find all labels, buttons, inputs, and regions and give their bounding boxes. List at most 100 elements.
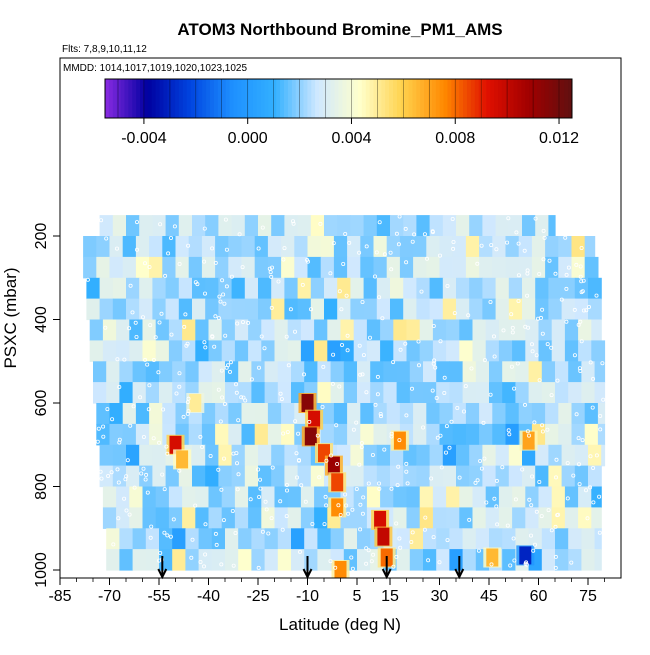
- heatmap-cell: [376, 465, 391, 488]
- colorbar-tick-label: 0.004: [331, 130, 371, 147]
- heatmap-cell: [419, 486, 434, 508]
- hotspot-cell: [522, 431, 535, 450]
- heatmap-cell: [459, 507, 474, 529]
- data-point: [578, 264, 583, 269]
- heatmap-cell: [333, 403, 348, 425]
- data-point: [174, 391, 179, 396]
- data-point: [324, 503, 329, 508]
- data-point: [331, 352, 336, 357]
- heatmap-cell: [208, 319, 223, 341]
- heatmap-cell: [251, 361, 266, 383]
- heatmap-cell: [541, 549, 556, 571]
- data-point: [488, 299, 493, 304]
- heatmap-cell: [102, 507, 117, 529]
- colorbar-segment: [155, 79, 160, 118]
- data-point: [290, 219, 295, 224]
- data-point: [140, 315, 145, 320]
- data-point: [530, 474, 535, 479]
- data-point: [576, 322, 581, 327]
- data-point: [339, 307, 344, 312]
- data-point: [357, 343, 362, 348]
- hotspot-cell: [169, 435, 182, 454]
- data-point: [122, 496, 127, 501]
- heatmap-cell: [139, 215, 153, 237]
- data-point: [115, 246, 120, 251]
- data-point: [403, 341, 408, 346]
- heatmap-cell: [274, 340, 289, 362]
- data-point: [303, 499, 308, 504]
- colorbar-segment: [315, 79, 320, 118]
- heatmap-cell: [218, 465, 233, 488]
- heatmap-cell: [535, 298, 549, 321]
- data-point: [394, 231, 399, 236]
- colorbar-segment: [280, 79, 285, 118]
- heatmap-cell: [574, 444, 589, 467]
- heatmap-cell: [129, 507, 144, 529]
- heatmap-cells: [83, 215, 606, 571]
- x-tick-label: 5: [353, 588, 362, 605]
- heatmap-cell: [297, 277, 312, 300]
- heatmap-cell: [403, 465, 417, 488]
- data-point: [158, 222, 163, 227]
- heatmap-cell: [347, 256, 361, 279]
- heatmap-cell: [492, 236, 507, 258]
- heatmap-cell: [485, 486, 500, 508]
- colorbar-segment: [501, 79, 507, 118]
- data-point: [143, 357, 148, 362]
- data-point: [95, 439, 100, 444]
- heatmap-cell: [558, 423, 573, 446]
- data-point: [101, 434, 106, 439]
- colorbar-segment: [124, 79, 129, 118]
- heatmap-cell: [198, 528, 213, 550]
- data-point: [337, 289, 342, 294]
- data-point: [416, 339, 421, 344]
- heatmap-cell: [155, 340, 170, 362]
- data-point: [330, 381, 335, 386]
- data-point: [117, 384, 122, 389]
- x-tick-label: -55: [147, 588, 170, 605]
- heatmap-cell: [333, 423, 348, 446]
- data-point: [366, 481, 371, 486]
- heatmap-cell: [380, 319, 394, 341]
- data-point: [221, 456, 226, 461]
- data-point: [257, 477, 262, 482]
- data-point: [284, 514, 289, 519]
- colorbar-segment: [447, 79, 452, 118]
- heatmap-cell: [112, 298, 127, 321]
- heatmap-cell: [300, 486, 315, 508]
- heatmap-cell: [277, 382, 292, 404]
- heatmap-cell: [555, 528, 569, 550]
- heatmap-cell: [439, 423, 454, 446]
- colorbar-segment: [400, 79, 406, 118]
- heatmap-cell: [333, 236, 348, 258]
- colorbar-segment: [342, 79, 347, 118]
- data-point: [318, 221, 323, 226]
- data-point: [257, 494, 262, 499]
- data-point: [105, 407, 110, 412]
- data-point: [398, 545, 403, 550]
- heatmap-cell: [578, 340, 592, 362]
- colorbar-segment: [513, 79, 519, 118]
- data-point: [547, 258, 552, 263]
- data-point: [374, 250, 379, 255]
- data-point: [202, 226, 207, 231]
- colorbar-segment: [120, 79, 125, 118]
- hotspot-blobs: [166, 393, 538, 578]
- data-point: [177, 468, 182, 473]
- data-point: [529, 533, 534, 538]
- heatmap-cell: [353, 319, 368, 341]
- heatmap-cell: [390, 215, 404, 237]
- data-point: [478, 458, 483, 463]
- heatmap-cell: [528, 528, 543, 550]
- heatmap-cell: [333, 256, 348, 279]
- data-point: [597, 494, 602, 499]
- heatmap-cell: [373, 403, 388, 425]
- heatmap-cell: [165, 465, 180, 488]
- heatmap-cell: [462, 361, 477, 383]
- colorbar-segment: [536, 79, 542, 118]
- data-point: [148, 535, 153, 540]
- heatmap-cell: [297, 298, 312, 321]
- data-point: [234, 390, 239, 395]
- hotspot-cell: [374, 510, 387, 529]
- data-point: [234, 461, 239, 466]
